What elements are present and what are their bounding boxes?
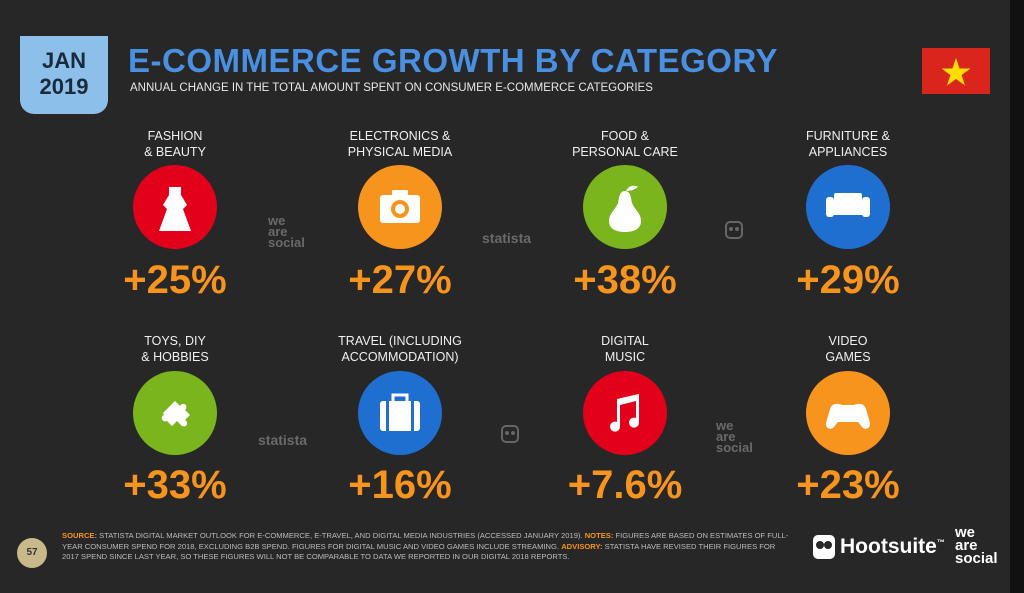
partner-line: social <box>955 550 998 567</box>
category-label: FASHION & BEAUTY <box>75 128 275 160</box>
owl-mark <box>501 425 519 443</box>
label-line: ELECTRONICS & <box>349 129 451 143</box>
title: E-COMMERCE GROWTH BY CATEGORY <box>128 42 779 79</box>
owl-logo <box>813 535 835 559</box>
label-line: FOOD & <box>601 129 649 143</box>
icon <box>609 185 641 232</box>
growth-value: +16% <box>348 463 452 507</box>
footer-note: SOURCE: STATISTA DIGITAL MARKET OUTLOOK … <box>62 531 792 563</box>
source-label: SOURCE: <box>62 531 98 540</box>
category-label: TOYS, DIY & HOBBIES <box>75 333 275 365</box>
partner-line: we <box>955 524 976 541</box>
flag <box>922 48 990 94</box>
watermark: we are social <box>268 213 305 250</box>
icon <box>825 403 871 429</box>
notes-text: FIGURES ARE BASED ON ESTIMATES OF FULL-Y… <box>62 531 789 551</box>
label-line: DIGITAL <box>601 334 649 348</box>
watermark: statista <box>258 432 308 448</box>
label-line: GAMES <box>825 350 871 364</box>
icon <box>161 401 190 427</box>
category-label: FURNITURE & APPLIANCES <box>748 128 948 160</box>
brand: Hootsuite™ <box>840 535 945 559</box>
category-label: ELECTRONICS & PHYSICAL MEDIA <box>300 128 500 160</box>
growth-value: +7.6% <box>567 463 683 507</box>
subtitle: ANNUAL CHANGE IN THE TOTAL AMOUNT SPENT … <box>130 82 653 94</box>
wm-line: are <box>268 224 288 239</box>
brand-name: Hootsuite <box>840 535 937 558</box>
label-line: PERSONAL CARE <box>572 145 678 159</box>
watermark: we are social <box>716 418 753 455</box>
label-line: FASHION <box>147 129 203 143</box>
category-label: TRAVEL (INCLUDING ACCOMMODATION) <box>300 333 500 365</box>
category-icon <box>358 371 442 455</box>
label-line: VIDEO <box>828 334 868 348</box>
growth-value: +29% <box>796 258 900 302</box>
growth-value: +27% <box>348 258 452 302</box>
wm-line: social <box>716 440 753 455</box>
date-badge: JAN 2019 <box>20 36 108 114</box>
label-line: & BEAUTY <box>144 145 206 159</box>
growth-value: +33% <box>123 463 227 507</box>
growth-value: +25% <box>123 258 227 302</box>
label-line: & HOBBIES <box>141 350 209 364</box>
label-line: MUSIC <box>604 350 646 364</box>
icon <box>380 393 420 431</box>
wm-line: social <box>268 235 305 250</box>
partner: we are social <box>955 524 998 567</box>
wm-line: we <box>716 418 734 433</box>
date-year: 2019 <box>39 74 89 99</box>
category-icon <box>133 165 217 249</box>
category-icon <box>133 371 217 455</box>
category-icon <box>583 371 667 455</box>
date-month: JAN <box>41 48 86 73</box>
watermark: statista <box>482 230 532 246</box>
wm-line: we <box>268 213 286 228</box>
brand-tm: ™ <box>936 538 945 547</box>
icon <box>159 187 191 231</box>
icon <box>826 193 870 217</box>
source-text: STATISTA DIGITAL MARKET OUTLOOK FOR E-CO… <box>99 531 583 540</box>
icon <box>380 190 420 223</box>
advisory-label: ADVISORY: <box>561 541 603 551</box>
category-label: FOOD & PERSONAL CARE <box>525 128 725 160</box>
category-icon <box>806 165 890 249</box>
category-label: DIGITAL MUSIC <box>525 333 725 365</box>
owl-mark <box>725 221 743 239</box>
wm-line: are <box>716 429 736 444</box>
growth-value: +23% <box>796 463 900 507</box>
category-label: VIDEO GAMES <box>748 333 948 365</box>
category-icon <box>583 165 667 249</box>
notes-label: NOTES: <box>584 531 614 540</box>
label-line: TRAVEL (INCLUDING <box>338 334 462 348</box>
growth-value: +38% <box>573 258 677 302</box>
category-icon <box>358 165 442 249</box>
label-line: TOYS, DIY <box>144 334 206 348</box>
icon <box>610 394 640 432</box>
label-line: APPLIANCES <box>808 145 888 159</box>
label-line: FURNITURE & <box>805 129 891 143</box>
category-icon <box>806 371 890 455</box>
label-line: ACCOMMODATION) <box>341 350 459 364</box>
partner-line: are <box>955 537 978 554</box>
page-number: 57 <box>17 538 47 568</box>
advisory-text: STATISTA HAVE REVISED THEIR FIGURES FOR … <box>62 541 776 562</box>
label-line: PHYSICAL MEDIA <box>347 145 453 159</box>
